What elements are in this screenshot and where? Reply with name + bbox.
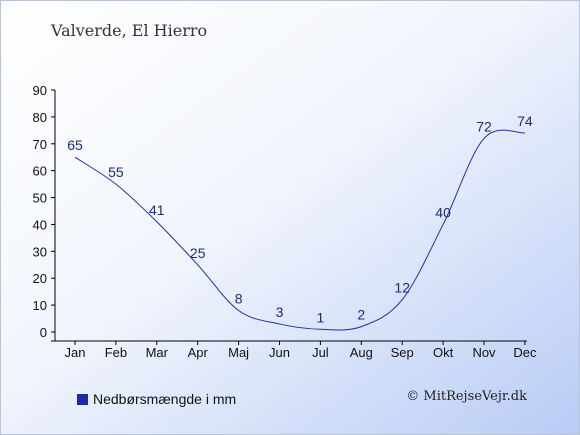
data-label: 1 (317, 309, 325, 325)
data-label: 65 (67, 137, 83, 153)
data-label: 41 (149, 202, 165, 218)
x-tick-label: Apr (188, 345, 209, 360)
data-label: 72 (476, 118, 492, 134)
legend: Nedbørsmængde i mm (77, 391, 236, 407)
data-label: 3 (276, 304, 284, 320)
y-tick-label: 60 (33, 164, 47, 179)
y-axis-ticks: 0 10 20 30 40 50 60 70 80 90 (33, 83, 55, 340)
legend-swatch (77, 393, 88, 405)
y-tick-label: 0 (40, 325, 47, 340)
x-tick-label: Feb (105, 345, 127, 360)
x-tick-label: Jan (65, 345, 86, 360)
y-tick-label: 70 (33, 137, 47, 152)
y-tick-label: 90 (33, 83, 47, 98)
x-tick-label: Jul (312, 345, 329, 360)
data-label: 8 (235, 290, 243, 306)
y-tick-label: 10 (33, 298, 47, 313)
y-tick-label: 50 (33, 191, 47, 206)
x-tick-label: Jun (269, 345, 290, 360)
x-tick-label: Dec (513, 345, 537, 360)
data-label: 40 (435, 204, 451, 220)
data-label: 25 (190, 245, 206, 261)
x-tick-label: Okt (433, 345, 454, 360)
y-tick-label: 80 (33, 110, 47, 125)
y-tick-label: 40 (33, 217, 47, 232)
chart-title: Valverde, El Hierro (51, 21, 208, 40)
data-label: 55 (108, 164, 124, 180)
x-tick-label: Maj (228, 345, 249, 360)
y-tick-label: 20 (33, 271, 47, 286)
series-line (74, 129, 525, 331)
data-label: 2 (357, 307, 365, 323)
data-label: 74 (517, 113, 533, 129)
site-credit: © MitRejseVejr.dk (406, 389, 527, 404)
y-tick-label: 30 (33, 244, 47, 259)
x-tick-label: Aug (350, 345, 373, 360)
legend-label: Nedbørsmængde i mm (93, 391, 237, 407)
x-tick-label: Nov (472, 345, 496, 360)
data-label: 12 (394, 280, 410, 296)
x-axis-ticks: Jan Feb Mar Apr Maj Jun Jul Aug Sep Okt Nov Dec (65, 341, 537, 360)
chart-axes (51, 90, 527, 342)
x-tick-label: Mar (146, 345, 169, 360)
x-tick-label: Sep (391, 345, 414, 360)
